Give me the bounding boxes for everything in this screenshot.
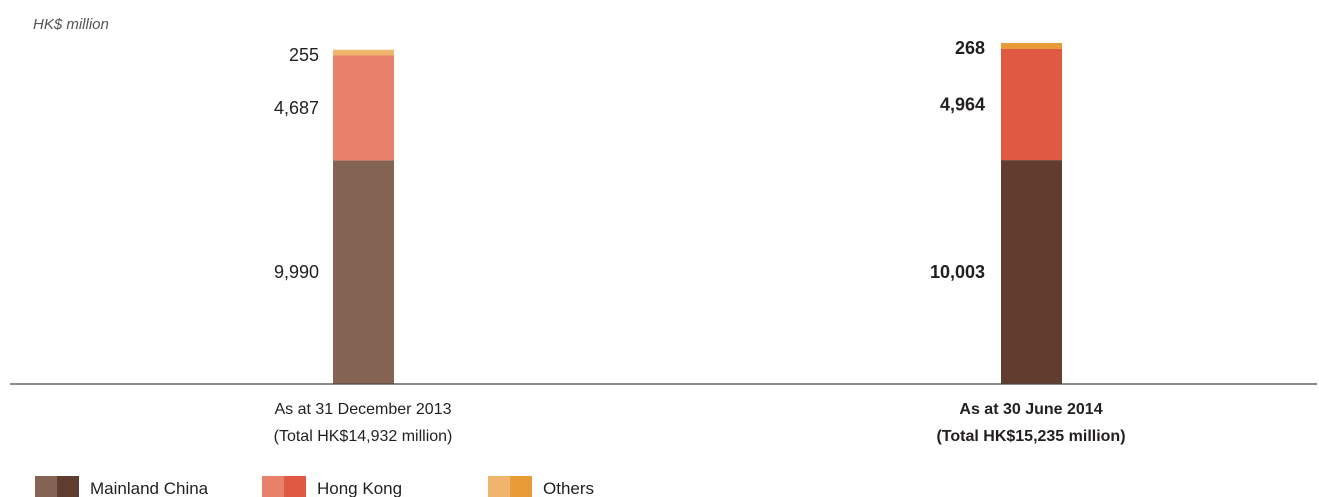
bar-segment-others-1 xyxy=(333,49,394,56)
bar-segment-others-2 xyxy=(1001,43,1062,49)
value-label-others-1: 255 xyxy=(289,45,319,65)
legend-swatch-mainland-china-2014 xyxy=(57,476,79,497)
bar-segment-mainland-china-1 xyxy=(333,160,394,384)
category-sublabel-2: (Total HK$15,235 million) xyxy=(936,428,1125,445)
bars-group xyxy=(333,43,1062,384)
bar-segment-mainland-china-2 xyxy=(1001,160,1062,384)
legend-swatch-mainland-china-2013 xyxy=(35,476,57,497)
value-label-mainland-china-2: 10,003 xyxy=(930,262,985,282)
legend-swatch-others-2014 xyxy=(510,476,532,497)
value-label-mainland-china-1: 9,990 xyxy=(274,262,319,282)
legend-item-others: Others xyxy=(488,476,594,497)
category-sublabel-1: (Total HK$14,932 million) xyxy=(274,428,453,445)
legend-label-others: Others xyxy=(543,479,594,497)
legend-item-hong-kong: Hong Kong xyxy=(262,476,402,497)
legend-label-hong-kong: Hong Kong xyxy=(317,479,402,497)
legend-swatch-others-2013 xyxy=(488,476,510,497)
bar-segment-hong-kong-1 xyxy=(333,55,394,161)
legend-swatch-hong-kong-2014 xyxy=(284,476,306,497)
category-labels-group: As at 31 December 2013 (Total HK$14,932 m… xyxy=(274,401,1126,445)
legend-item-mainland-china: Mainland China xyxy=(35,476,209,497)
category-label-2: As at 30 June 2014 xyxy=(959,401,1102,418)
value-label-hong-kong-2: 4,964 xyxy=(940,95,985,115)
value-labels-group: 9,990 4,687 255 10,003 4,964 268 xyxy=(274,38,985,282)
legend-swatch-hong-kong-2013 xyxy=(262,476,284,497)
legend-label-mainland-china: Mainland China xyxy=(90,479,209,497)
bar-segment-hong-kong-2 xyxy=(1001,49,1062,161)
value-label-hong-kong-1: 4,687 xyxy=(274,98,319,118)
unit-label: HK$ million xyxy=(33,16,109,33)
category-label-1: As at 31 December 2013 xyxy=(275,401,452,418)
value-label-others-2: 268 xyxy=(955,38,985,58)
legend: Mainland China Hong Kong Others xyxy=(35,476,594,497)
